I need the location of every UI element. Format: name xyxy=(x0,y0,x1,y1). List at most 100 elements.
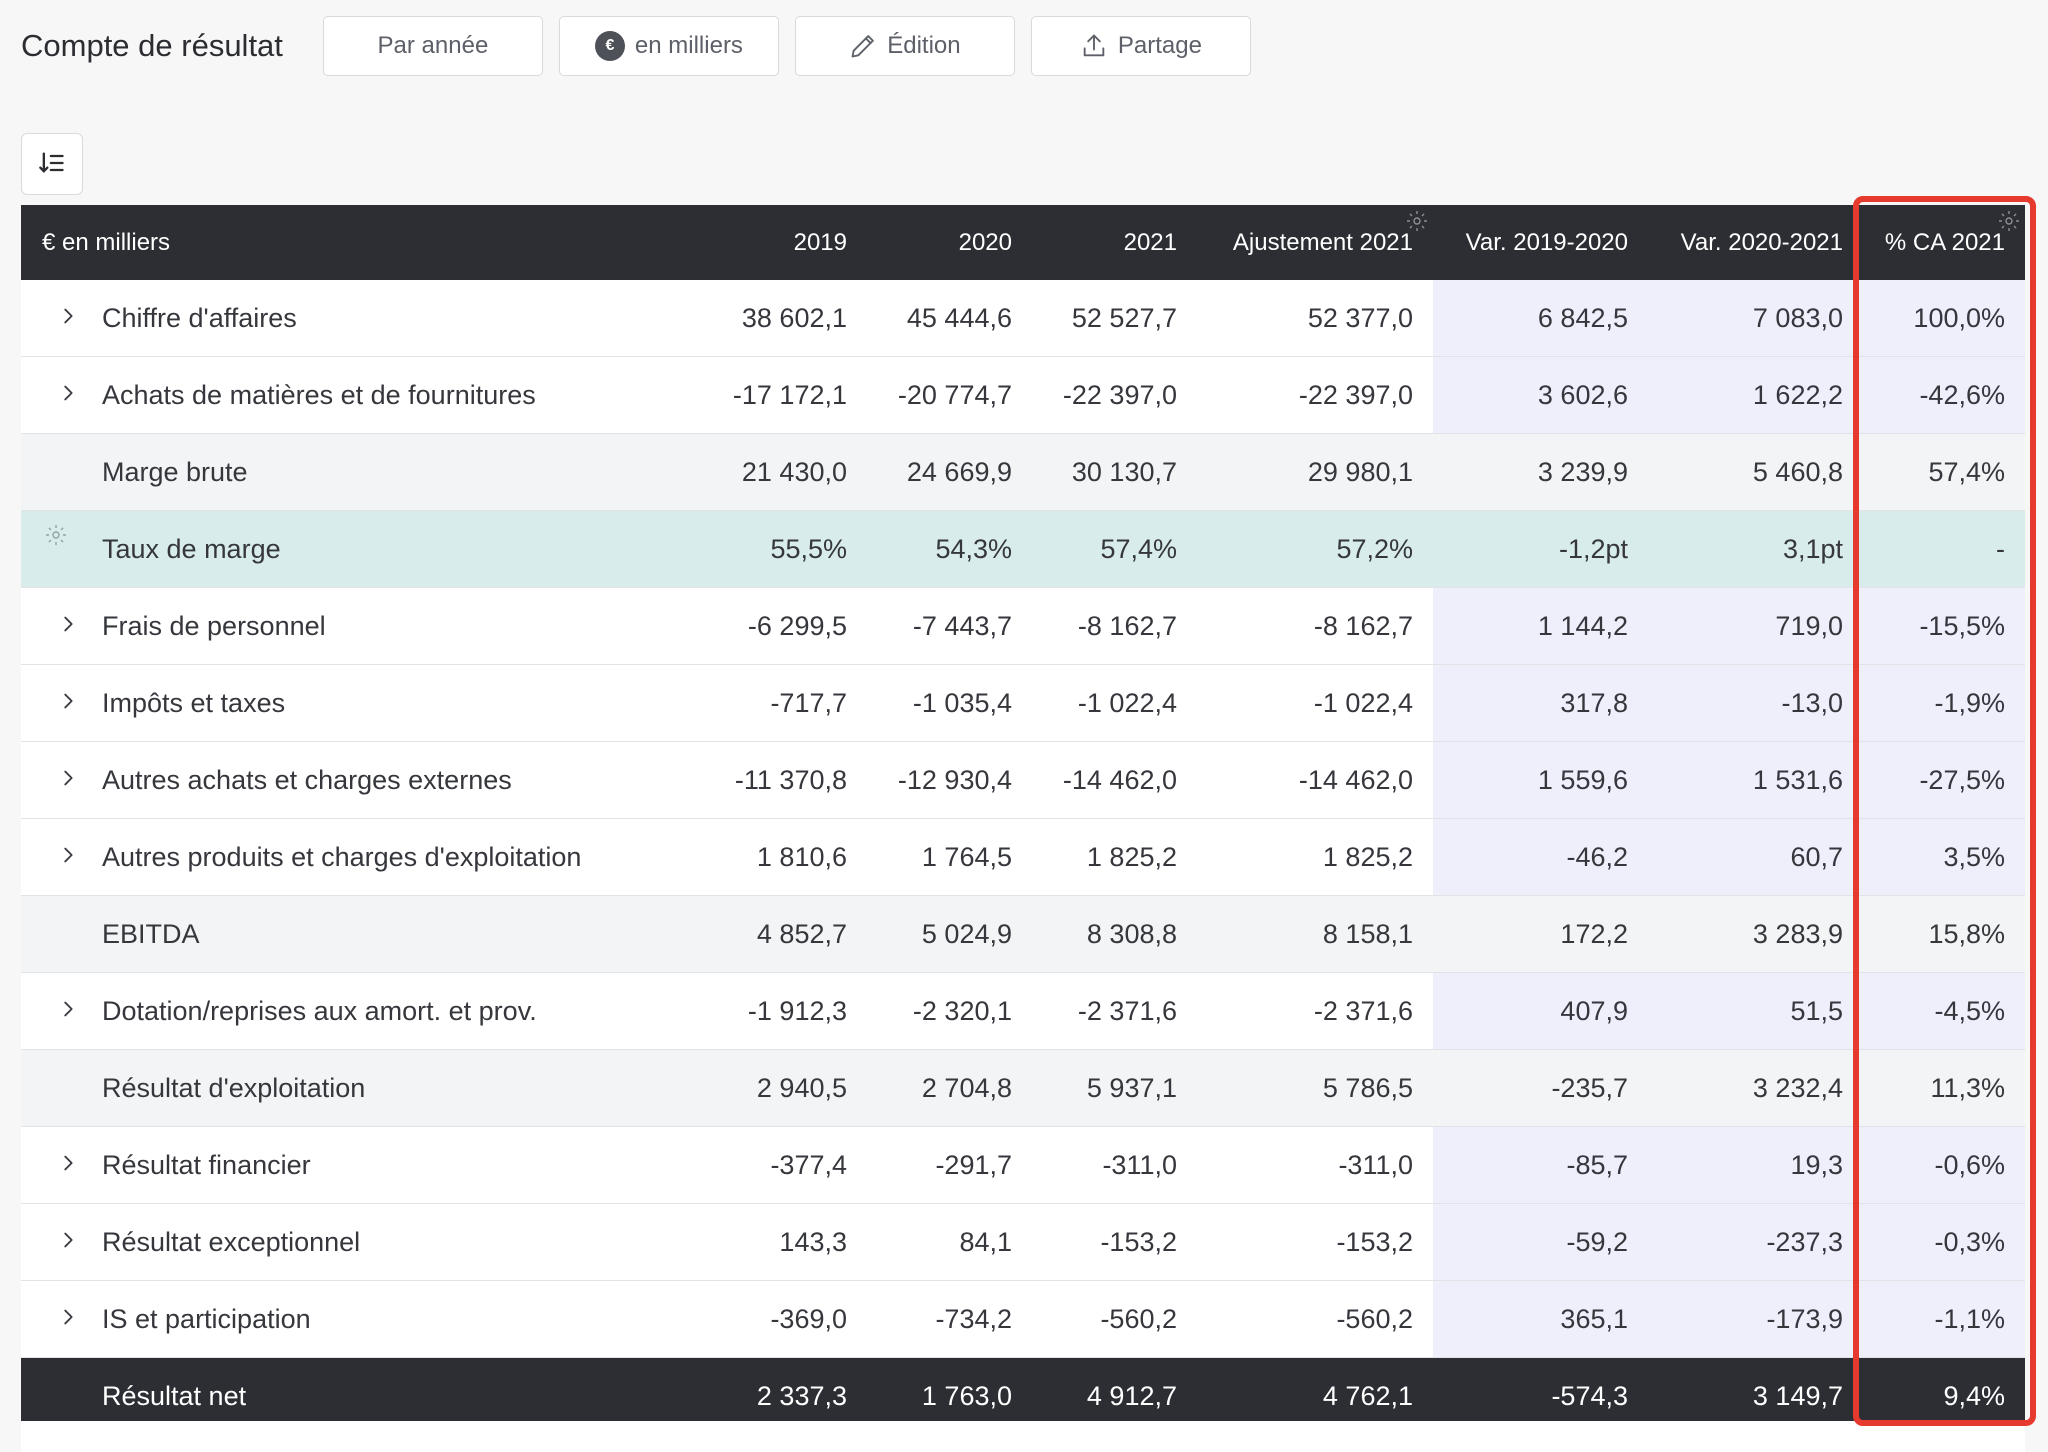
value-cell: 6 842,5 xyxy=(1433,280,1648,357)
row-label: Autres achats et charges externes xyxy=(102,764,512,795)
value-cell: -560,2 xyxy=(1032,1280,1197,1358)
table-row[interactable]: Chiffre d'affaires 38 602,1 45 444,6 52 527… xyxy=(21,280,2025,357)
row-label: Impôts et taxes xyxy=(102,687,286,718)
column-header-2021[interactable]: 2021 xyxy=(1032,205,1197,280)
value-cell: 5 786,5 xyxy=(1197,1049,1433,1127)
value-cell: 719,0 xyxy=(1648,587,1863,665)
chevron-right-icon[interactable] xyxy=(57,842,79,873)
row-label-cell: Achats de matières et de fournitures xyxy=(21,356,661,434)
row-toggle[interactable] xyxy=(21,1281,102,1357)
row-label-cell: Chiffre d'affaires xyxy=(21,280,661,357)
table-row[interactable]: Résultat financier -377,4 -291,7 -311,0 -311… xyxy=(21,1126,2025,1204)
chevron-right-icon[interactable] xyxy=(57,1150,79,1181)
chevron-right-icon[interactable] xyxy=(57,765,79,796)
value-cell: -377,4 xyxy=(661,1126,867,1204)
row-toggle[interactable] xyxy=(21,357,102,433)
euro-icon: € xyxy=(594,31,625,61)
value-cell: 8 308,8 xyxy=(1032,895,1197,973)
value-cell: 1 144,2 xyxy=(1433,587,1648,665)
column-header-2020[interactable]: 2020 xyxy=(867,205,1032,280)
row-toggle xyxy=(21,434,102,510)
sort-button[interactable] xyxy=(21,133,83,195)
row-toggle[interactable] xyxy=(21,665,102,741)
page-title: Compte de résultat xyxy=(21,28,283,63)
value-cell: 365,1 xyxy=(1433,1280,1648,1358)
row-label-cell: Dotation/reprises aux amort. et prov. xyxy=(21,972,661,1050)
table-row[interactable]: Frais de personnel -6 299,5 -7 443,7 -8 162… xyxy=(21,587,2025,665)
value-cell: 100,0% xyxy=(1863,280,2025,357)
value-cell: 54,3% xyxy=(867,510,1032,588)
value-cell: 172,2 xyxy=(1433,895,1648,973)
value-cell: 52 377,0 xyxy=(1197,280,1433,357)
chevron-right-icon[interactable] xyxy=(57,611,79,642)
table-row[interactable]: IS et participation -369,0 -734,2 -560,2 -56… xyxy=(21,1280,2025,1358)
value-cell: 3 232,4 xyxy=(1648,1049,1863,1127)
row-toggle[interactable] xyxy=(21,973,102,1049)
gear-icon[interactable] xyxy=(1405,209,1429,240)
value-cell: -59,2 xyxy=(1433,1203,1648,1281)
value-cell: -311,0 xyxy=(1032,1126,1197,1204)
column-header-pct-ca-2021[interactable]: % CA 2021 xyxy=(1863,205,2025,280)
value-cell: 57,4% xyxy=(1032,510,1197,588)
table-row: Marge brute 21 430,0 24 669,9 30 130,7 29 98… xyxy=(21,433,2025,511)
column-header-adjustment[interactable]: Ajustement 2021 xyxy=(1197,205,1433,280)
row-toggle[interactable] xyxy=(21,1204,102,1280)
chevron-right-icon[interactable] xyxy=(57,303,79,334)
value-cell: 45 444,6 xyxy=(867,280,1032,357)
value-cell: 55,5% xyxy=(661,510,867,588)
chevron-right-icon[interactable] xyxy=(57,1304,79,1335)
column-header-var-2020-2021[interactable]: Var. 2020-2021 xyxy=(1648,205,1863,280)
value-cell: -12 930,4 xyxy=(867,741,1032,819)
value-cell: -560,2 xyxy=(1197,1280,1433,1358)
row-toggle[interactable] xyxy=(21,1127,102,1203)
share-button[interactable]: Partage xyxy=(1030,16,1251,76)
row-label-cell: Frais de personnel xyxy=(21,587,661,665)
value-cell: 4 852,7 xyxy=(661,895,867,973)
row-toggle xyxy=(21,511,102,587)
table-row[interactable]: Achats de matières et de fournitures -17 … xyxy=(21,356,2025,434)
value-cell: -369,0 xyxy=(661,1280,867,1358)
value-cell: -1 035,4 xyxy=(867,664,1032,742)
value-cell: -2 371,6 xyxy=(1197,972,1433,1050)
table-row[interactable]: Impôts et taxes -717,7 -1 035,4 -1 022,4 -1 … xyxy=(21,664,2025,742)
value-cell: 29 980,1 xyxy=(1197,433,1433,511)
gear-icon[interactable] xyxy=(44,523,68,554)
row-label-cell: Autres produits et charges d'exploitatio… xyxy=(21,818,661,896)
column-header-var-2019-2020[interactable]: Var. 2019-2020 xyxy=(1433,205,1648,280)
units-button[interactable]: € en milliers xyxy=(558,16,779,76)
column-header-label: Ajustement 2021 xyxy=(1232,228,1413,256)
value-cell: 3,5% xyxy=(1863,818,2025,896)
chevron-right-icon[interactable] xyxy=(57,688,79,719)
value-cell: -1 022,4 xyxy=(1197,664,1433,742)
edit-label: Édition xyxy=(887,32,961,59)
value-cell: 57,2% xyxy=(1197,510,1433,588)
chevron-right-icon[interactable] xyxy=(57,996,79,1027)
edit-button[interactable]: Édition xyxy=(794,16,1015,76)
period-button[interactable]: Par année xyxy=(322,16,543,76)
row-toggle[interactable] xyxy=(21,588,102,664)
table-header-row: € en milliers 2019 2020 2021 Ajustement … xyxy=(21,205,2025,280)
row-label: Taux de marge xyxy=(102,533,281,564)
value-cell: -22 397,0 xyxy=(1197,356,1433,434)
row-toggle[interactable] xyxy=(21,742,102,818)
chevron-right-icon[interactable] xyxy=(57,380,79,411)
value-cell: 1 622,2 xyxy=(1648,356,1863,434)
row-label-cell: Marge brute xyxy=(21,433,661,511)
value-cell: -20 774,7 xyxy=(867,356,1032,434)
row-toggle[interactable] xyxy=(21,819,102,895)
value-cell: -237,3 xyxy=(1648,1203,1863,1281)
row-toggle[interactable] xyxy=(21,280,102,356)
table-row[interactable]: Résultat exceptionnel 143,3 84,1 -153,2 -153… xyxy=(21,1203,2025,1281)
table-row[interactable]: Autres achats et charges externes -11 370… xyxy=(21,741,2025,819)
chevron-right-icon[interactable] xyxy=(57,1227,79,1258)
value-cell: 52 527,7 xyxy=(1032,280,1197,357)
value-cell: 1 825,2 xyxy=(1032,818,1197,896)
value-cell: 8 158,1 xyxy=(1197,895,1433,973)
value-cell: -2 371,6 xyxy=(1032,972,1197,1050)
gear-icon[interactable] xyxy=(1997,209,2021,240)
table-row[interactable]: Autres produits et charges d'exploitatio… xyxy=(21,818,2025,896)
column-header-2019[interactable]: 2019 xyxy=(661,205,867,280)
value-cell: -11 370,8 xyxy=(661,741,867,819)
value-cell: 2 940,5 xyxy=(661,1049,867,1127)
table-row[interactable]: Dotation/reprises aux amort. et prov. -1 … xyxy=(21,972,2025,1050)
